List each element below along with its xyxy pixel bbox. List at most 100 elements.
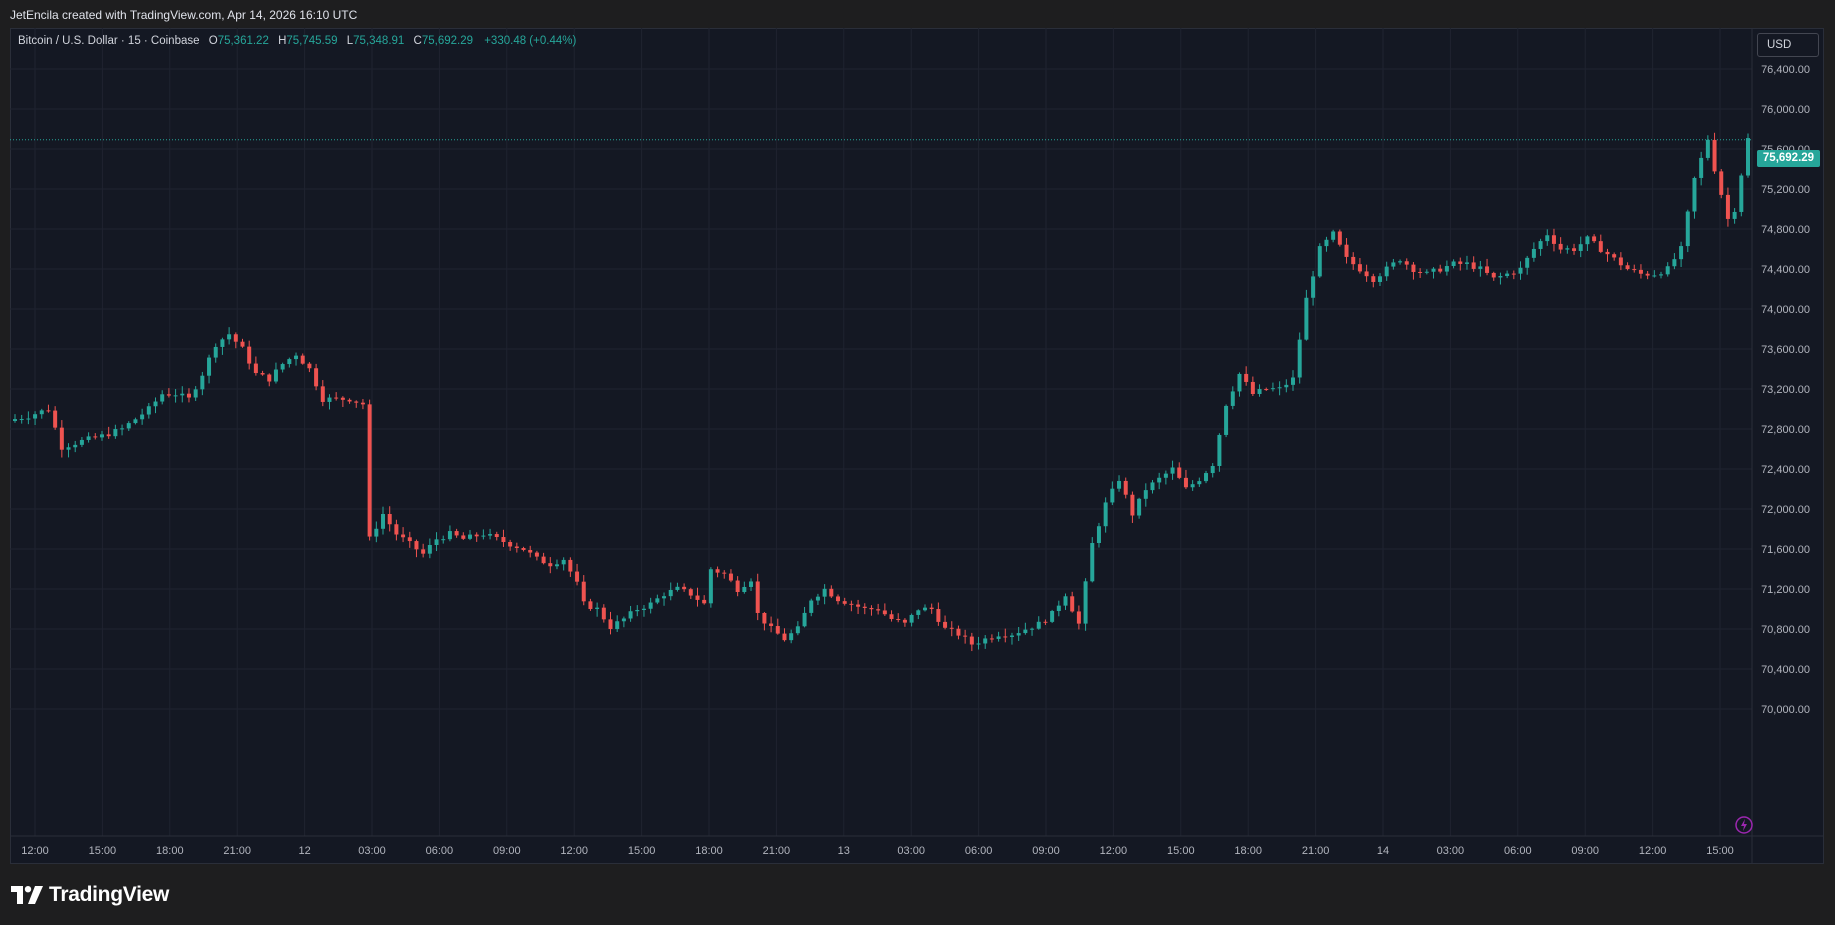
symbol-title[interactable]: Bitcoin / U.S. Dollar · 15 · Coinbase bbox=[18, 35, 200, 47]
candle bbox=[1377, 273, 1382, 286]
candle bbox=[922, 604, 927, 612]
candle bbox=[983, 635, 988, 649]
candle-body bbox=[916, 610, 921, 615]
candle-body bbox=[708, 569, 713, 604]
price-axis[interactable]: 76,400.0076,000.0075,600.0075,200.0074,8… bbox=[1761, 64, 1810, 716]
candle-body bbox=[735, 580, 740, 592]
candle-body bbox=[541, 556, 546, 564]
candle bbox=[1485, 258, 1490, 276]
tradingview-logo-icon bbox=[11, 886, 43, 904]
candle-body bbox=[427, 544, 432, 554]
price-tick-label: 70,800.00 bbox=[1761, 624, 1810, 636]
candle bbox=[1719, 169, 1724, 199]
candle bbox=[53, 406, 58, 430]
candle bbox=[1291, 370, 1296, 391]
candle-body bbox=[454, 531, 459, 536]
candle-body bbox=[1451, 261, 1456, 267]
candle bbox=[996, 631, 1001, 642]
candle-body bbox=[628, 611, 633, 619]
candle-body bbox=[554, 564, 559, 567]
candle-body bbox=[514, 546, 519, 548]
time-tick-label: 03:00 bbox=[358, 845, 386, 857]
change-value: +330.48 (+0.44%) bbox=[484, 35, 577, 47]
candle-body bbox=[1471, 262, 1476, 269]
candle bbox=[1478, 260, 1483, 277]
chart-pane[interactable] bbox=[10, 28, 1824, 864]
candle bbox=[1324, 236, 1329, 252]
currency-button[interactable]: USD bbox=[1757, 33, 1819, 57]
candlestick-chart[interactable]: 76,400.0076,000.0075,600.0075,200.0074,8… bbox=[10, 28, 1824, 864]
candle bbox=[655, 594, 660, 605]
candle-body bbox=[1023, 629, 1028, 634]
price-tick-label: 74,000.00 bbox=[1761, 304, 1810, 316]
candle bbox=[66, 443, 71, 458]
candle-body bbox=[775, 626, 780, 634]
candle-body bbox=[1110, 488, 1115, 503]
candle-body bbox=[1625, 265, 1630, 270]
candle-body bbox=[381, 514, 386, 529]
candle-body bbox=[1612, 254, 1617, 258]
candle-body bbox=[889, 614, 894, 620]
candle bbox=[421, 543, 426, 558]
candle-body bbox=[467, 534, 472, 539]
candle-body bbox=[842, 601, 847, 604]
candle bbox=[575, 563, 580, 586]
candle-body bbox=[969, 636, 974, 645]
candle-body bbox=[722, 572, 727, 574]
candle-body bbox=[1585, 236, 1590, 245]
candle-body bbox=[1545, 235, 1550, 242]
candle bbox=[39, 408, 44, 419]
candle bbox=[1451, 259, 1456, 269]
candle-body bbox=[1692, 177, 1697, 212]
candle bbox=[1143, 483, 1148, 507]
price-tick-label: 71,200.00 bbox=[1761, 584, 1810, 596]
candle-body bbox=[153, 401, 158, 407]
candle-body bbox=[1297, 339, 1302, 378]
candle bbox=[280, 362, 285, 373]
candle bbox=[1746, 133, 1750, 178]
candle bbox=[407, 531, 412, 548]
candle bbox=[588, 598, 593, 611]
time-axis[interactable]: 12:00 15:00 18:00 21:00 12 03:00 06:00 09:00 12:… bbox=[21, 845, 1734, 857]
candle-body bbox=[1083, 581, 1088, 624]
candle bbox=[1063, 593, 1068, 610]
candle-body bbox=[73, 444, 78, 448]
candle-body bbox=[1130, 494, 1135, 516]
candle bbox=[595, 602, 600, 617]
candle bbox=[1659, 271, 1664, 279]
candle bbox=[200, 371, 205, 396]
candle-body bbox=[648, 602, 653, 609]
candle-body bbox=[675, 586, 680, 590]
candle bbox=[1585, 235, 1590, 252]
candle bbox=[1237, 372, 1242, 397]
candle bbox=[126, 421, 131, 431]
bolt-icon[interactable] bbox=[1734, 815, 1754, 835]
candle-body bbox=[1284, 384, 1289, 388]
candle bbox=[635, 605, 640, 617]
candle-body bbox=[1076, 611, 1081, 624]
candle-body bbox=[1558, 243, 1563, 250]
price-tick-label: 74,800.00 bbox=[1761, 224, 1810, 236]
time-tick-label: 15:00 bbox=[89, 845, 117, 857]
candle bbox=[401, 527, 406, 543]
candle-body bbox=[13, 419, 17, 421]
candle-body bbox=[581, 581, 586, 602]
candle-body bbox=[1525, 257, 1530, 268]
candle bbox=[1123, 477, 1128, 499]
candle-body bbox=[1204, 473, 1209, 482]
time-tick-label: 03:00 bbox=[1437, 845, 1465, 857]
candle-body bbox=[1638, 269, 1643, 274]
candle bbox=[1351, 252, 1356, 270]
candle bbox=[213, 343, 218, 363]
tradingview-logo[interactable]: TradingView bbox=[11, 883, 169, 907]
candle-body bbox=[1431, 268, 1436, 272]
candle bbox=[902, 618, 907, 627]
candle-body bbox=[140, 414, 145, 420]
candle bbox=[889, 610, 894, 622]
candle bbox=[1357, 258, 1362, 274]
candle-body bbox=[815, 596, 820, 601]
candle bbox=[1411, 262, 1416, 280]
candle-body bbox=[434, 539, 439, 545]
candle-body bbox=[267, 374, 272, 382]
candle bbox=[1505, 270, 1510, 279]
